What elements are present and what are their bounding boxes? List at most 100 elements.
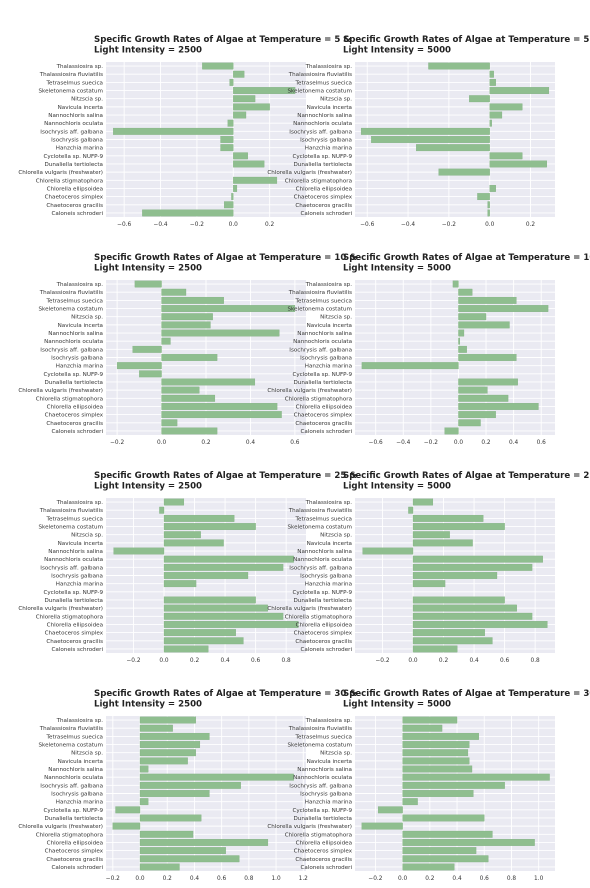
category-label: Thalassiosira fluviatilis xyxy=(288,290,352,296)
category-label: Thalassiosira sp. xyxy=(56,64,104,70)
chart-title-line: Light Intensity = 5000 xyxy=(343,46,451,56)
category-label: Isochrysis aff. galbana xyxy=(289,565,352,571)
category-label: Isochrysis galbana xyxy=(51,574,103,580)
x-tick-label: 0.4 xyxy=(509,440,519,446)
bar xyxy=(371,136,490,143)
chart-title-line: Specific Growth Rates of Algae at Temper… xyxy=(94,689,357,699)
category-label: Hanzchia marina xyxy=(56,582,103,588)
bar xyxy=(139,716,196,724)
bar xyxy=(161,419,178,427)
bar xyxy=(402,741,470,748)
bar xyxy=(161,337,171,345)
category-label: Chaetoceros simplex xyxy=(45,849,104,855)
x-tick-label: −0.2 xyxy=(190,222,204,228)
category-label: Isochrysis galbana xyxy=(300,574,352,580)
category-label: Caloneis schroderi xyxy=(300,211,352,217)
bar xyxy=(161,305,296,312)
category-label: Chlorella vulgaris (freshwater) xyxy=(267,824,352,830)
x-tick-label: −0.2 xyxy=(424,440,438,446)
category-label: Chlorella stigmatophora xyxy=(36,396,103,402)
category-label: Thalassiosira sp. xyxy=(56,718,104,724)
category-label: Thalassiosira fluviatilis xyxy=(288,72,352,78)
bar xyxy=(161,321,211,329)
bar xyxy=(458,403,539,410)
bar xyxy=(163,612,284,620)
bar xyxy=(402,757,470,765)
category-label: Hanzchia marina xyxy=(56,364,103,370)
bar xyxy=(139,773,294,781)
category-label: Thalassiosira sp. xyxy=(305,500,353,506)
bar xyxy=(161,403,278,410)
category-label: Chlorella ellipsoidea xyxy=(296,622,352,628)
category-label: Tetraselmus suecica xyxy=(295,734,352,740)
bar xyxy=(489,87,550,94)
category-label: Cyclotella sp. NUFP-9 xyxy=(43,154,103,160)
x-tick-label: 0.6 xyxy=(537,440,547,446)
category-label: Chlorella vulgaris (freshwater) xyxy=(267,388,352,394)
bar xyxy=(142,209,234,217)
bar xyxy=(161,386,200,394)
x-tick-label: 0.0 xyxy=(485,222,495,228)
x-tick-label: 1.2 xyxy=(299,876,309,882)
bar xyxy=(402,732,479,740)
category-label: Navicula incerta xyxy=(307,105,352,111)
bar xyxy=(458,305,549,312)
bar xyxy=(233,152,248,160)
bar xyxy=(163,523,256,530)
bar xyxy=(458,288,473,296)
category-label: Tetraselmus suecica xyxy=(295,298,352,304)
category-label: Chlorella ellipsoidea xyxy=(47,404,103,410)
x-tick-label: 0.4 xyxy=(246,440,256,446)
chart-title-line: Light Intensity = 2500 xyxy=(94,264,202,274)
category-label: Dunaliella tertiolecta xyxy=(45,598,104,604)
category-label: Caloneis schroderi xyxy=(51,865,103,871)
bar xyxy=(377,806,403,814)
bar xyxy=(233,103,270,111)
bar xyxy=(452,280,459,288)
bar xyxy=(412,580,446,588)
x-tick-label: 0.6 xyxy=(251,658,261,664)
bar xyxy=(458,337,460,345)
bar xyxy=(402,839,535,846)
category-label: Chaetoceros gracilis xyxy=(46,203,103,209)
category-label: Nannochloris oculata xyxy=(293,775,352,781)
category-label: Chaetoceros gracilis xyxy=(295,639,352,645)
bar xyxy=(112,822,141,830)
x-tick-label: 0.2 xyxy=(190,658,200,664)
category-label: Isochrysis aff. galbana xyxy=(289,129,352,135)
bar xyxy=(163,629,236,637)
category-label: Cyclotella sp. NUFP-9 xyxy=(292,590,352,596)
x-tick-label: 0.2 xyxy=(425,876,435,882)
bar xyxy=(163,645,209,653)
category-label: Chaetoceros gracilis xyxy=(46,639,103,645)
x-tick-label: 0.2 xyxy=(265,222,275,228)
category-label: Nitzscia sp. xyxy=(320,315,352,321)
category-label: Chaetoceros gracilis xyxy=(295,421,352,427)
bar xyxy=(402,814,485,822)
category-label: Thalassiosira fluviatilis xyxy=(288,726,352,732)
bar xyxy=(163,580,197,588)
category-label: Skeletonema costatum xyxy=(287,525,352,531)
bar xyxy=(487,201,490,209)
x-tick-label: 0.8 xyxy=(282,658,292,664)
bar xyxy=(412,563,533,571)
bar xyxy=(489,70,494,78)
category-label: Nannochloris salina xyxy=(297,113,352,119)
category-label: Nannochloris salina xyxy=(48,113,103,119)
bar xyxy=(402,765,473,773)
bar xyxy=(116,362,162,370)
category-label: Navicula incerta xyxy=(307,323,352,329)
category-label: Thalassiosira fluviatilis xyxy=(39,72,103,78)
category-label: Chlorella stigmatophora xyxy=(285,614,352,620)
category-label: Chaetoceros simplex xyxy=(294,413,353,419)
category-label: Chlorella vulgaris (freshwater) xyxy=(18,606,103,612)
bar xyxy=(233,87,296,94)
category-label: Tetraselmus suecica xyxy=(46,298,103,304)
category-label: Nannochloris salina xyxy=(297,767,352,773)
category-label: Nannochloris oculata xyxy=(44,775,103,781)
category-label: Cyclotella sp. NUFP-9 xyxy=(43,808,103,814)
bar xyxy=(412,604,517,612)
category-label: Chlorella vulgaris (freshwater) xyxy=(18,824,103,830)
bar xyxy=(402,773,550,781)
